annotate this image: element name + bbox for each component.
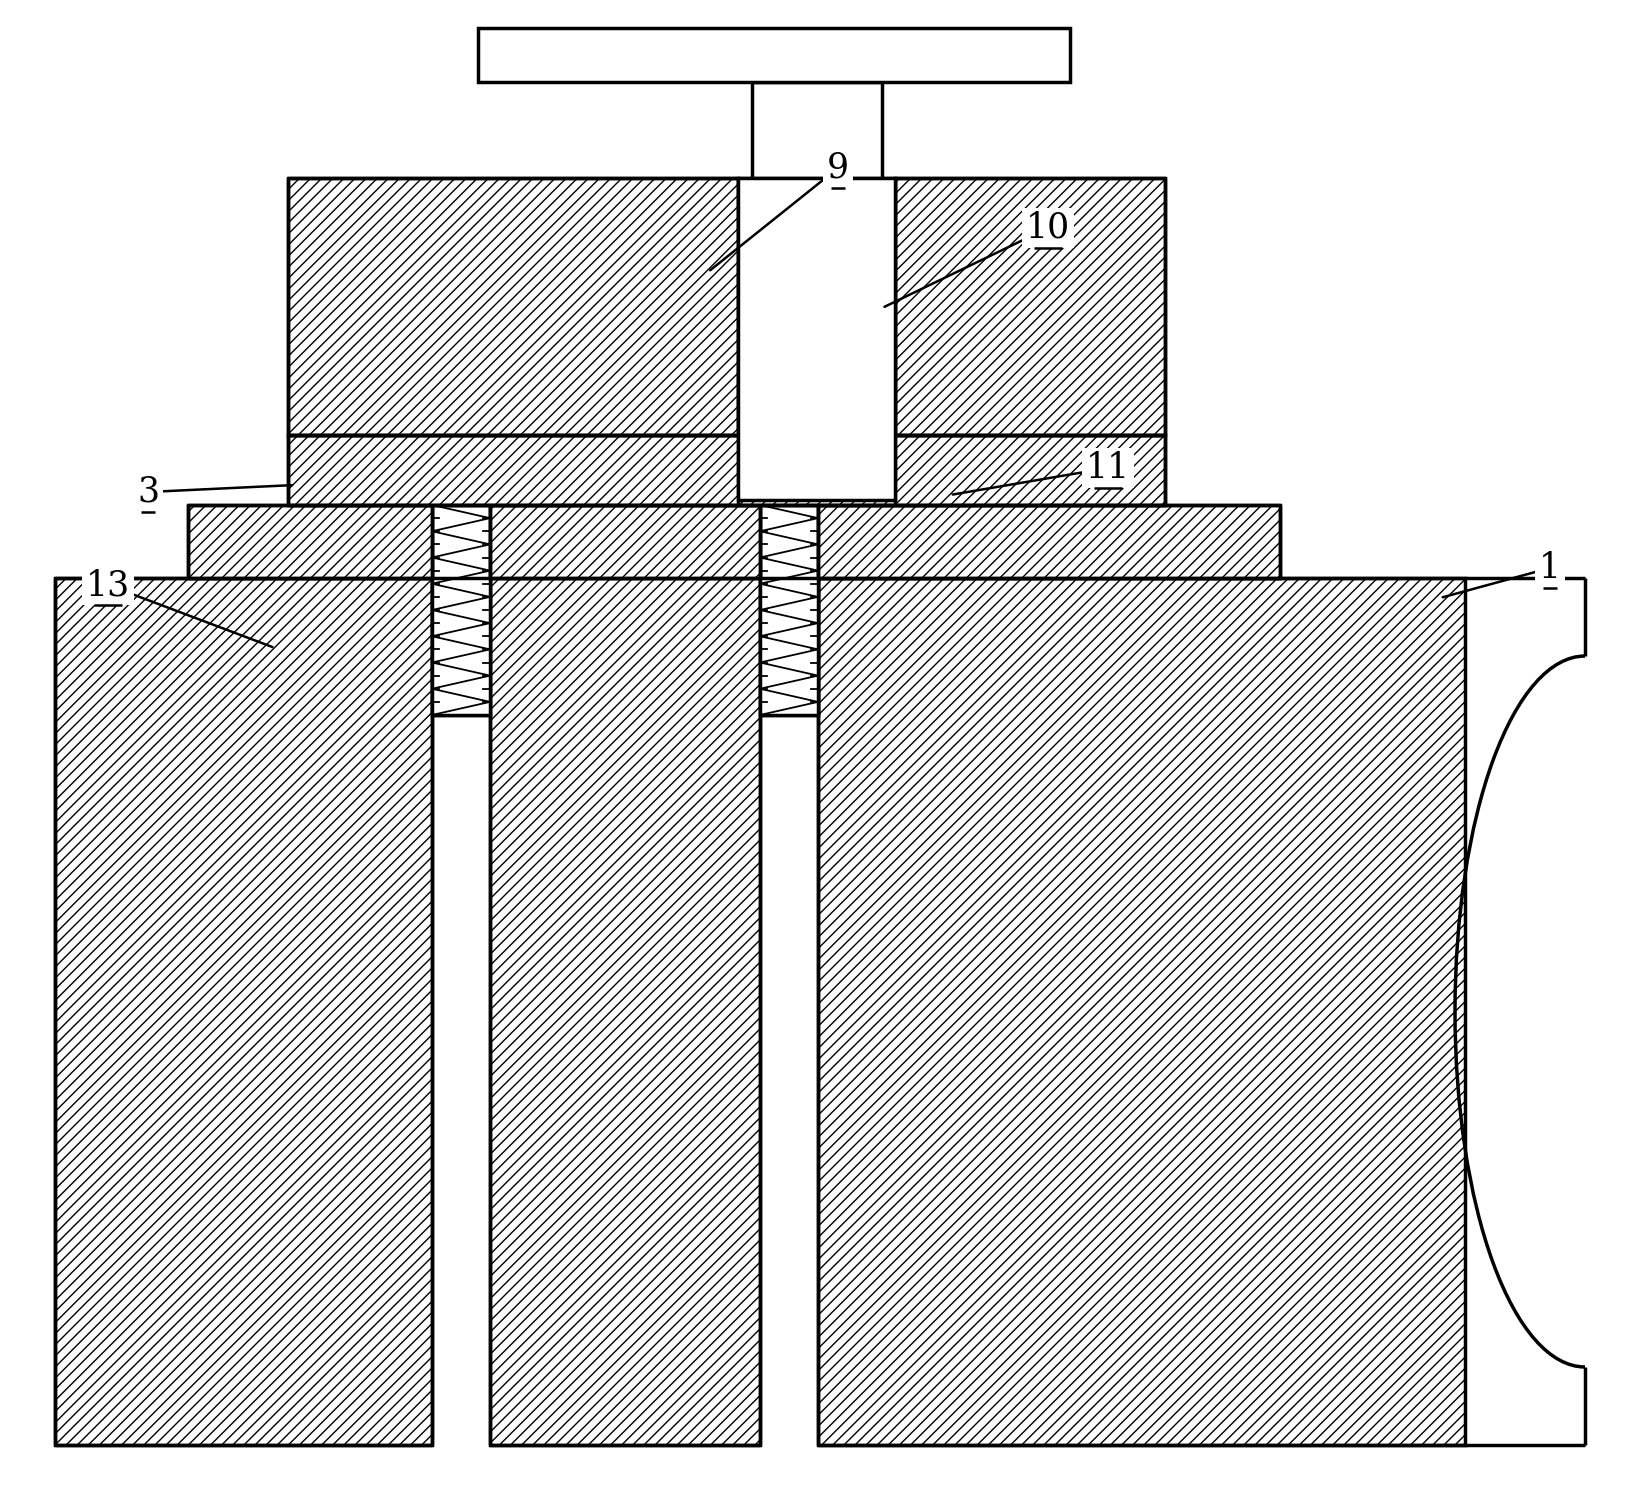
Bar [288,178,738,434]
Bar [738,178,895,501]
Bar [56,578,432,1445]
Text: 13: 13 [85,569,131,602]
Bar [432,578,491,715]
Bar [818,578,1464,1445]
Bar [491,578,761,1445]
Bar [491,505,761,578]
Bar [761,578,818,715]
Bar [432,505,491,715]
Text: 11: 11 [1086,451,1130,486]
Bar [818,505,1279,578]
Bar [188,505,432,578]
Bar [761,505,818,715]
Text: 9: 9 [826,151,849,185]
Bar [895,178,1165,434]
Text: 10: 10 [1026,211,1070,244]
Text: 1: 1 [1539,550,1561,585]
Bar [478,29,1070,81]
Bar [288,434,1165,505]
Text: 3: 3 [137,475,159,510]
